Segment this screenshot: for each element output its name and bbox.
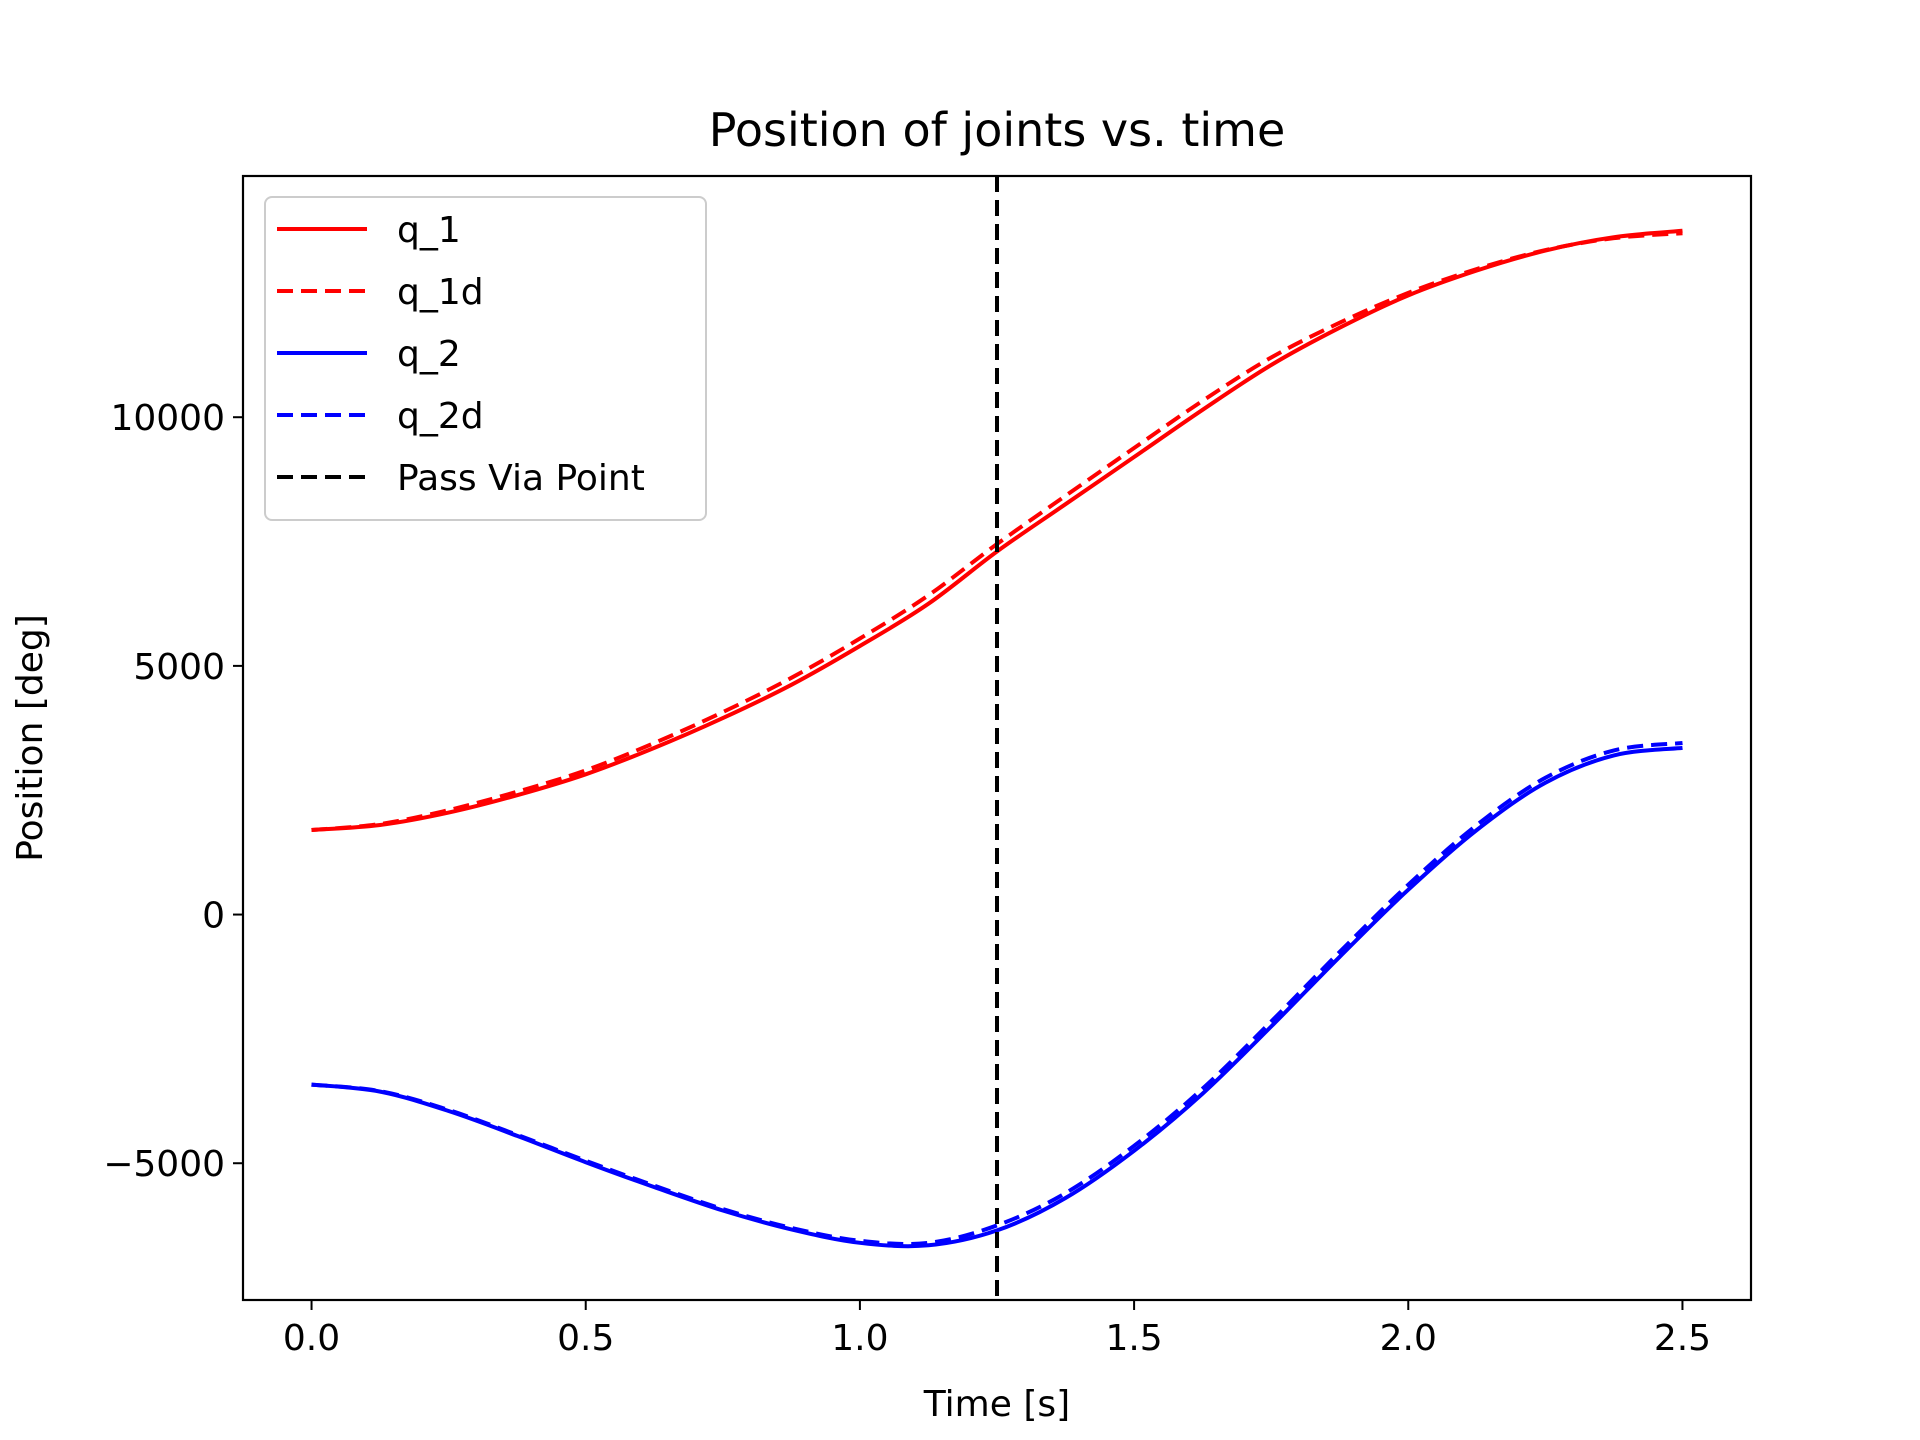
legend-label: q_2 (397, 334, 461, 375)
axes-frame (241, 174, 1753, 1302)
x-tick-label: 0.5 (557, 1318, 614, 1359)
x-tick-label: 0.0 (283, 1318, 340, 1359)
legend-label: q_1d (397, 272, 484, 313)
legend-label: q_1 (397, 210, 461, 251)
x-tick-label: 2.5 (1654, 1318, 1711, 1359)
x-tick-label: 1.5 (1105, 1318, 1162, 1359)
legend-label: Pass Via Point (397, 458, 645, 499)
x-tick-label: 2.0 (1380, 1318, 1437, 1359)
y-tick-label: 0 (202, 896, 225, 937)
legend-box (264, 196, 707, 521)
chart-title: Position of joints vs. time (709, 103, 1286, 157)
y-tick-label: 10000 (110, 398, 225, 439)
legend: q_1 q_1d q_2 q_2d Pass Via Point (264, 196, 707, 521)
legend-label: q_2d (397, 396, 484, 437)
y-axis-label: Position [deg] (10, 614, 51, 862)
x-tick-label: 1.0 (831, 1318, 888, 1359)
legend-entries: q_1 q_1d q_2 q_2d Pass Via Point (277, 210, 645, 499)
x-ticks: 0.0 0.5 1.0 1.5 2.0 2.5 (283, 1300, 1711, 1359)
series-line-q-2d (311, 741, 1683, 1246)
y-ticks: −5000 0 5000 10000 (103, 398, 243, 1185)
y-tick-label: −5000 (103, 1144, 225, 1185)
y-tick-label: 5000 (133, 647, 225, 688)
x-axis-label: Time [s] (923, 1384, 1070, 1425)
plot-layer (311, 176, 1683, 1300)
